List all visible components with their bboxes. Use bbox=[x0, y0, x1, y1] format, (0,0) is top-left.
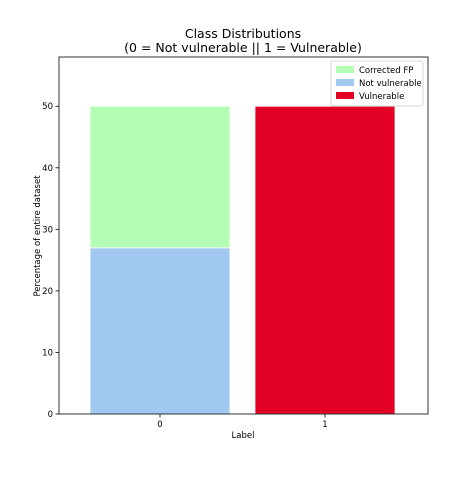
x-tick-label: 0 bbox=[157, 420, 162, 430]
x-tick-label: 1 bbox=[322, 420, 327, 430]
y-tick-label: 10 bbox=[42, 348, 53, 358]
bars-layer bbox=[89, 105, 396, 415]
bar-corrected-fp-0 bbox=[89, 105, 231, 249]
legend-swatch bbox=[336, 66, 354, 73]
plot-frame bbox=[58, 56, 429, 415]
legend: Corrected FP Not vulnerable Vulnerable bbox=[330, 60, 424, 107]
legend-label: Vulnerable bbox=[359, 92, 404, 102]
y-tick-label: 50 bbox=[42, 102, 53, 112]
y-tick-label: 20 bbox=[42, 287, 53, 297]
legend-label: Corrected FP bbox=[359, 66, 413, 76]
bar-not-vulnerable-0 bbox=[89, 247, 231, 415]
legend-swatch bbox=[336, 92, 354, 99]
y-tick-label: 40 bbox=[42, 164, 53, 174]
y-tick-label: 0 bbox=[48, 410, 53, 420]
legend-swatch bbox=[336, 79, 354, 86]
chart-subtitle: (0 = Not vulnerable || 1 = Vulnerable) bbox=[124, 40, 362, 55]
y-tick-label: 30 bbox=[42, 225, 53, 235]
bar-vulnerable-1 bbox=[254, 105, 396, 415]
legend-label: Not vulnerable bbox=[359, 79, 422, 89]
axes-layer: 0 10 20 30 40 50 0 1 bbox=[42, 56, 429, 430]
y-axis-label: Percentage of entire dataset bbox=[33, 175, 43, 297]
chart-title: Class Distributions bbox=[185, 26, 301, 41]
x-axis-label: Label bbox=[232, 431, 255, 441]
